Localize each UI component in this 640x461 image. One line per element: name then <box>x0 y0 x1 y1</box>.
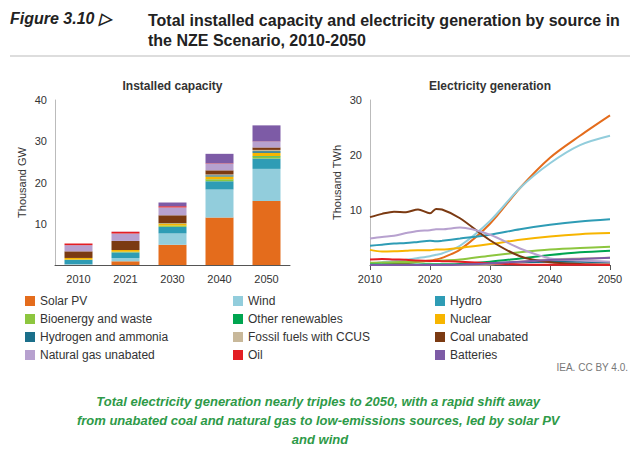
svg-text:Other renewables: Other renewables <box>248 312 343 326</box>
svg-text:Total installed capacity and e: Total installed capacity and electricity… <box>148 12 624 29</box>
svg-text:from unabated coal and natural: from unabated coal and natural gas to lo… <box>77 413 563 428</box>
svg-text:2010: 2010 <box>358 273 382 285</box>
svg-text:20: 20 <box>35 177 47 189</box>
svg-text:Thousand TWh: Thousand TWh <box>331 145 343 220</box>
svg-text:Thousand GW: Thousand GW <box>16 146 28 218</box>
svg-text:2020: 2020 <box>418 273 442 285</box>
svg-text:Wind: Wind <box>248 294 275 308</box>
svg-text:Electricity generation: Electricity generation <box>429 79 551 93</box>
svg-text:30: 30 <box>350 94 362 106</box>
svg-text:10: 10 <box>350 204 362 216</box>
svg-text:Bioenergy and waste: Bioenergy and waste <box>40 312 152 326</box>
svg-text:Fossil fuels with CCUS: Fossil fuels with CCUS <box>248 330 370 344</box>
svg-text:2050: 2050 <box>254 273 278 285</box>
svg-text:10: 10 <box>35 218 47 230</box>
svg-text:2021: 2021 <box>113 273 137 285</box>
svg-text:20: 20 <box>350 149 362 161</box>
svg-text:Hydro: Hydro <box>450 294 482 308</box>
svg-text:Solar PV: Solar PV <box>40 294 87 308</box>
svg-text:Batteries: Batteries <box>450 348 497 362</box>
svg-text:Oil: Oil <box>248 348 263 362</box>
svg-text:2030: 2030 <box>478 273 502 285</box>
svg-text:Installed capacity: Installed capacity <box>122 79 222 93</box>
svg-text:and wind: and wind <box>292 432 349 447</box>
svg-text:Hydrogen and ammonia: Hydrogen and ammonia <box>40 330 168 344</box>
svg-text:Coal unabated: Coal unabated <box>450 330 528 344</box>
svg-text:2030: 2030 <box>160 273 184 285</box>
svg-text:30: 30 <box>35 135 47 147</box>
svg-text:2040: 2040 <box>538 273 562 285</box>
svg-text:Total electricity generation n: Total electricity generation nearly trip… <box>96 394 543 409</box>
svg-text:the NZE Scenario, 2010-2050: the NZE Scenario, 2010-2050 <box>148 32 366 49</box>
svg-text:Natural gas unabated: Natural gas unabated <box>40 348 155 362</box>
svg-text:IEA. CC BY 4.0.: IEA. CC BY 4.0. <box>556 362 628 373</box>
svg-text:2040: 2040 <box>207 273 231 285</box>
svg-text:2050: 2050 <box>598 273 622 285</box>
svg-text:2010: 2010 <box>66 273 90 285</box>
svg-text:Nuclear: Nuclear <box>450 312 491 326</box>
svg-text:40: 40 <box>35 94 47 106</box>
svg-text:Figure 3.10 ▷: Figure 3.10 ▷ <box>10 10 113 27</box>
